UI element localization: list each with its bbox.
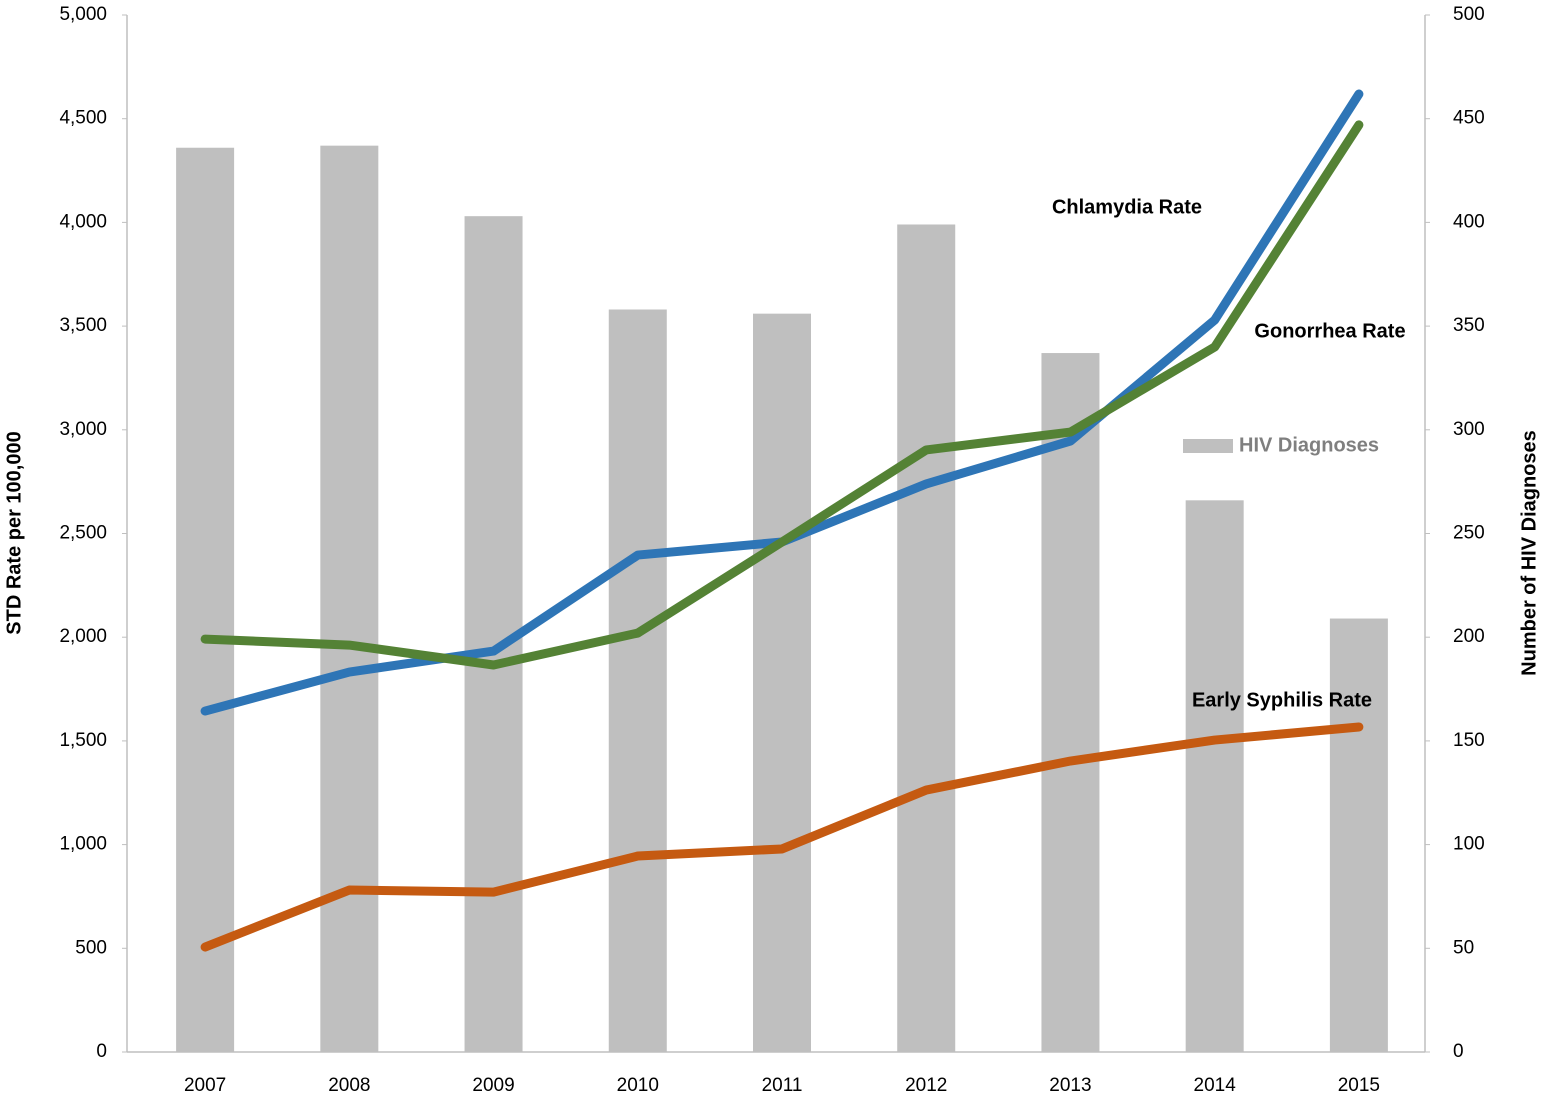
y2-axis-title: Number of HIV Diagnoses <box>1518 430 1540 676</box>
legend-label: HIV Diagnoses <box>1239 434 1379 456</box>
x-tick-label: 2014 <box>1194 1075 1237 1096</box>
bar <box>608 309 667 1052</box>
y-tick-label: 5,000 <box>59 4 107 25</box>
x-tick-label: 2013 <box>1049 1075 1091 1096</box>
line <box>200 120 1364 670</box>
y2-tick-label: 150 <box>1453 730 1485 751</box>
y-tick-label: 1,000 <box>59 834 107 855</box>
y2-tick-label: 350 <box>1453 315 1485 336</box>
y2-tick-label: 500 <box>1453 4 1485 25</box>
series-label: Chlamydia Rate <box>1052 196 1202 218</box>
x-tick-label: 2009 <box>472 1075 514 1096</box>
y2-tick-label: 450 <box>1453 108 1485 129</box>
y-tick-label: 2,500 <box>59 523 107 544</box>
y-tick-label: 1,500 <box>59 730 107 751</box>
x-tick-label: 2011 <box>762 1075 803 1096</box>
y-tick-label: 500 <box>75 937 107 958</box>
bar <box>753 313 811 1052</box>
bar <box>1329 618 1388 1052</box>
x-tick-label: 2008 <box>328 1075 370 1096</box>
bar <box>176 147 235 1053</box>
y-tick-label: 3,000 <box>59 419 107 440</box>
bar <box>1185 500 1244 1052</box>
y-tick-label: 4,000 <box>59 211 107 232</box>
y-tick-label: 0 <box>96 1041 107 1062</box>
y2-tick-label: 0 <box>1453 1041 1464 1062</box>
x-tick-label: 2015 <box>1338 1075 1380 1096</box>
series-label: Gonorrhea Rate <box>1254 320 1405 342</box>
bar <box>1041 353 1100 1052</box>
y2-tick-label: 400 <box>1453 211 1485 232</box>
y-tick-label: 2,000 <box>59 626 107 647</box>
y2-tick-label: 250 <box>1453 523 1485 544</box>
bar <box>320 145 379 1053</box>
x-tick-label: 2007 <box>184 1075 226 1096</box>
y-tick-label: 4,500 <box>59 108 107 129</box>
y2-tick-label: 200 <box>1453 626 1485 647</box>
y2-tick-label: 100 <box>1453 834 1485 855</box>
bar <box>897 224 956 1052</box>
series-label: Early Syphilis Rate <box>1192 689 1372 711</box>
x-tick-label: 2010 <box>617 1075 659 1096</box>
line <box>200 722 1364 952</box>
legend-swatch <box>1183 439 1233 453</box>
y2-tick-label: 300 <box>1453 419 1485 440</box>
x-tick-label: 2012 <box>905 1075 947 1096</box>
y2-tick-label: 50 <box>1453 937 1474 958</box>
y-tick-label: 3,500 <box>59 315 107 336</box>
y-axis-title: STD Rate per 100,000 <box>3 431 25 634</box>
